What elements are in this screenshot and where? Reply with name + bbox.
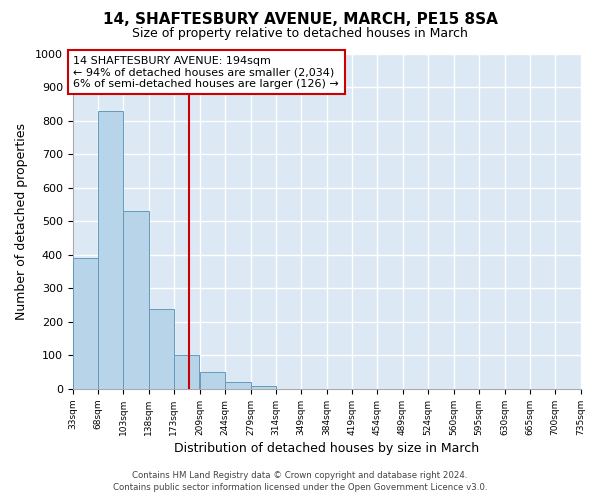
Bar — [98, 111, 124, 389]
Bar — [200, 372, 226, 389]
X-axis label: Distribution of detached houses by size in March: Distribution of detached houses by size … — [174, 442, 479, 455]
Bar — [226, 382, 251, 389]
Bar — [124, 212, 149, 389]
Text: 14, SHAFTESBURY AVENUE, MARCH, PE15 8SA: 14, SHAFTESBURY AVENUE, MARCH, PE15 8SA — [103, 12, 497, 28]
Bar — [251, 386, 276, 389]
Text: Size of property relative to detached houses in March: Size of property relative to detached ho… — [132, 28, 468, 40]
Y-axis label: Number of detached properties: Number of detached properties — [15, 123, 28, 320]
Text: Contains HM Land Registry data © Crown copyright and database right 2024.
Contai: Contains HM Land Registry data © Crown c… — [113, 471, 487, 492]
Bar — [73, 258, 98, 389]
Bar — [149, 308, 174, 389]
Bar — [174, 356, 199, 389]
Text: 14 SHAFTESBURY AVENUE: 194sqm
← 94% of detached houses are smaller (2,034)
6% of: 14 SHAFTESBURY AVENUE: 194sqm ← 94% of d… — [73, 56, 339, 89]
